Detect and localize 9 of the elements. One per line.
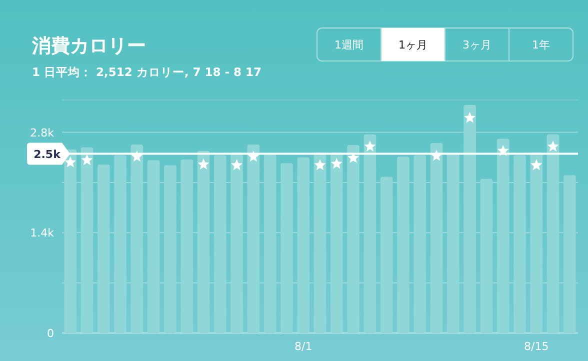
x-tick-label: 8/15 <box>524 340 549 353</box>
chart-title: 消費カロリー <box>31 35 146 57</box>
x-tick-label: 8/1 <box>294 340 312 353</box>
y-tick-label: 1.4k <box>30 226 55 240</box>
chart-subtitle: 1 日平均： 2,512 カロリー, 7 18 - 8 17 <box>32 65 262 79</box>
y-tick-label: 2.8k <box>30 126 55 140</box>
period-buttons: 1週間 1ヶ月 3ヶ月 1年 <box>316 28 574 62</box>
y-tick-label: 0 <box>47 327 54 340</box>
ref-line-label: 2.5k <box>34 148 62 161</box>
